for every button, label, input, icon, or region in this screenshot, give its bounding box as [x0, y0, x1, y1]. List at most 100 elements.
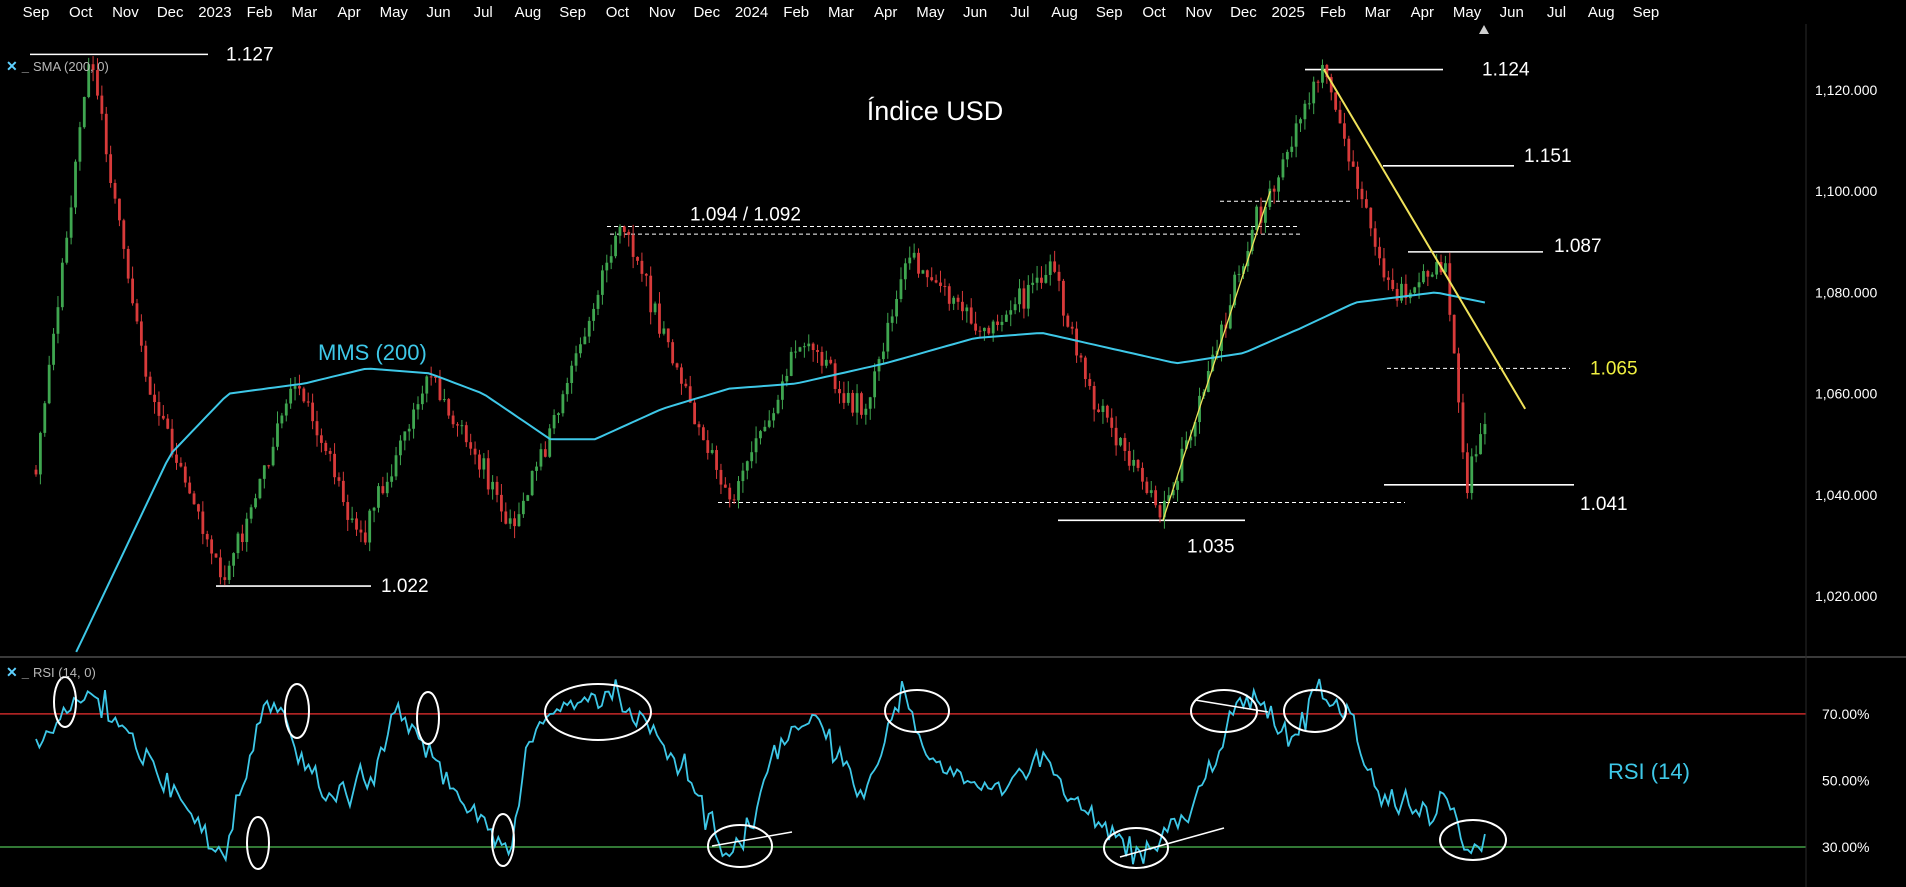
candle-body [1242, 266, 1245, 274]
candle-body [451, 415, 455, 425]
candle-body [688, 386, 692, 403]
candle-body [284, 403, 288, 416]
y-tick-label: 1,020.000 [1815, 588, 1877, 604]
candle-body [521, 500, 525, 515]
candle-body [864, 408, 868, 415]
candle-body [403, 431, 407, 441]
candle-body [201, 511, 205, 534]
candle-body [1422, 271, 1425, 283]
candle-body [614, 235, 617, 257]
candle-body [895, 298, 898, 317]
candle-body [1220, 324, 1223, 351]
rsi-line [35, 678, 1486, 865]
candle-body [978, 330, 982, 332]
rsi-highlight-ellipse [1283, 689, 1347, 733]
candle-body [175, 454, 178, 463]
candle-body [315, 421, 319, 436]
candle-body [820, 351, 824, 366]
candle-body [1110, 417, 1114, 428]
candle-body [658, 303, 661, 334]
candle-body [188, 482, 192, 494]
candle-body [991, 321, 995, 334]
candle-body [543, 449, 547, 457]
candle-body [109, 154, 113, 183]
current-time-marker-icon [1479, 25, 1489, 34]
y-tick-label: 1,060.000 [1815, 386, 1877, 402]
candle-body [1009, 310, 1013, 315]
x-tick-label: Nov [649, 4, 676, 21]
rsi-highlight-ellipse [707, 824, 773, 868]
candle-body [91, 64, 95, 71]
x-tick-label: Nov [1185, 4, 1212, 21]
candle-body [1083, 357, 1087, 380]
close-icon[interactable]: ✕ [6, 58, 18, 74]
candle-body [943, 285, 947, 287]
candle-body [1483, 424, 1487, 435]
level-label: 1.065 [1590, 358, 1638, 379]
candle-body [473, 448, 477, 455]
candle-body [377, 486, 380, 508]
x-tick-label: Oct [69, 4, 93, 21]
candle-body [148, 376, 152, 395]
candle-body [306, 401, 310, 403]
rsi-highlight-ellipse [544, 683, 652, 741]
candle-body [298, 386, 301, 389]
candle-body [868, 397, 872, 409]
candle-body [1097, 409, 1100, 413]
candle-body [1404, 283, 1408, 299]
candle-body [56, 307, 60, 334]
candle-body [249, 507, 253, 519]
candle-body [600, 270, 604, 295]
candle-body [1048, 261, 1052, 275]
rsi-highlight-ellipse [416, 691, 440, 745]
x-tick-label: Jun [963, 4, 987, 21]
candle-body [135, 303, 139, 322]
candle-body [1105, 405, 1109, 418]
rsi-y-axis: 70.00% 50.00% 30.00% [1822, 706, 1869, 855]
candle-body [52, 333, 55, 365]
close-icon[interactable]: ✕ [6, 664, 18, 680]
candle-body [1237, 273, 1241, 275]
candle-body [785, 375, 789, 382]
candle-body [491, 481, 495, 490]
candle-body [921, 270, 925, 274]
candle-body [1127, 450, 1131, 466]
candle-body [486, 458, 490, 490]
candle-body [1211, 354, 1215, 372]
candle-body [701, 427, 705, 441]
candle-body [513, 518, 516, 527]
candle-body [1316, 81, 1320, 83]
candle-body [157, 402, 161, 416]
candle-body [969, 307, 973, 324]
y-tick-label: 1,040.000 [1815, 487, 1877, 503]
candle-body [772, 413, 776, 421]
rsi-indicator-label[interactable]: RSI (14, 0) [32, 665, 96, 680]
candle-body [355, 518, 358, 530]
candle-body [508, 518, 512, 524]
sma-indicator-control: ✕ _ SMA (200, 0) [6, 58, 109, 75]
candle-body [579, 344, 582, 354]
x-tick-label: Sep [1633, 4, 1660, 21]
x-tick-label: Sep [23, 4, 50, 21]
rsi-tick-label: 70.00% [1822, 706, 1869, 722]
candle-body [429, 376, 433, 378]
sma-200-line [75, 291, 1486, 653]
minimize-icon[interactable]: _ [21, 665, 29, 680]
level-label: 1.087 [1554, 236, 1602, 257]
level-label: 1.124 [1482, 60, 1530, 81]
candle-body [912, 252, 916, 258]
y-tick-label: 1,120.000 [1815, 82, 1877, 98]
candle-body [728, 487, 732, 500]
candle-body [1281, 159, 1285, 178]
candle-body [697, 424, 701, 428]
candle-body [917, 252, 920, 274]
sma-indicator-label[interactable]: SMA (200, 0) [32, 59, 109, 74]
candle-body [1250, 229, 1254, 252]
minimize-icon[interactable]: _ [21, 59, 29, 74]
candle-body [1176, 481, 1179, 490]
rsi-series-label: RSI (14) [1608, 759, 1690, 784]
candle-body [557, 413, 560, 416]
candle-body [1163, 500, 1166, 518]
candle-body [82, 96, 86, 128]
